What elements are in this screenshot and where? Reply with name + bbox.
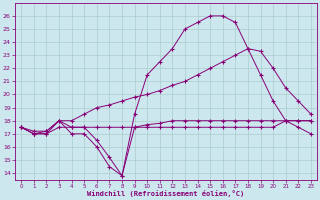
X-axis label: Windchill (Refroidissement éolien,°C): Windchill (Refroidissement éolien,°C) — [87, 190, 245, 197]
